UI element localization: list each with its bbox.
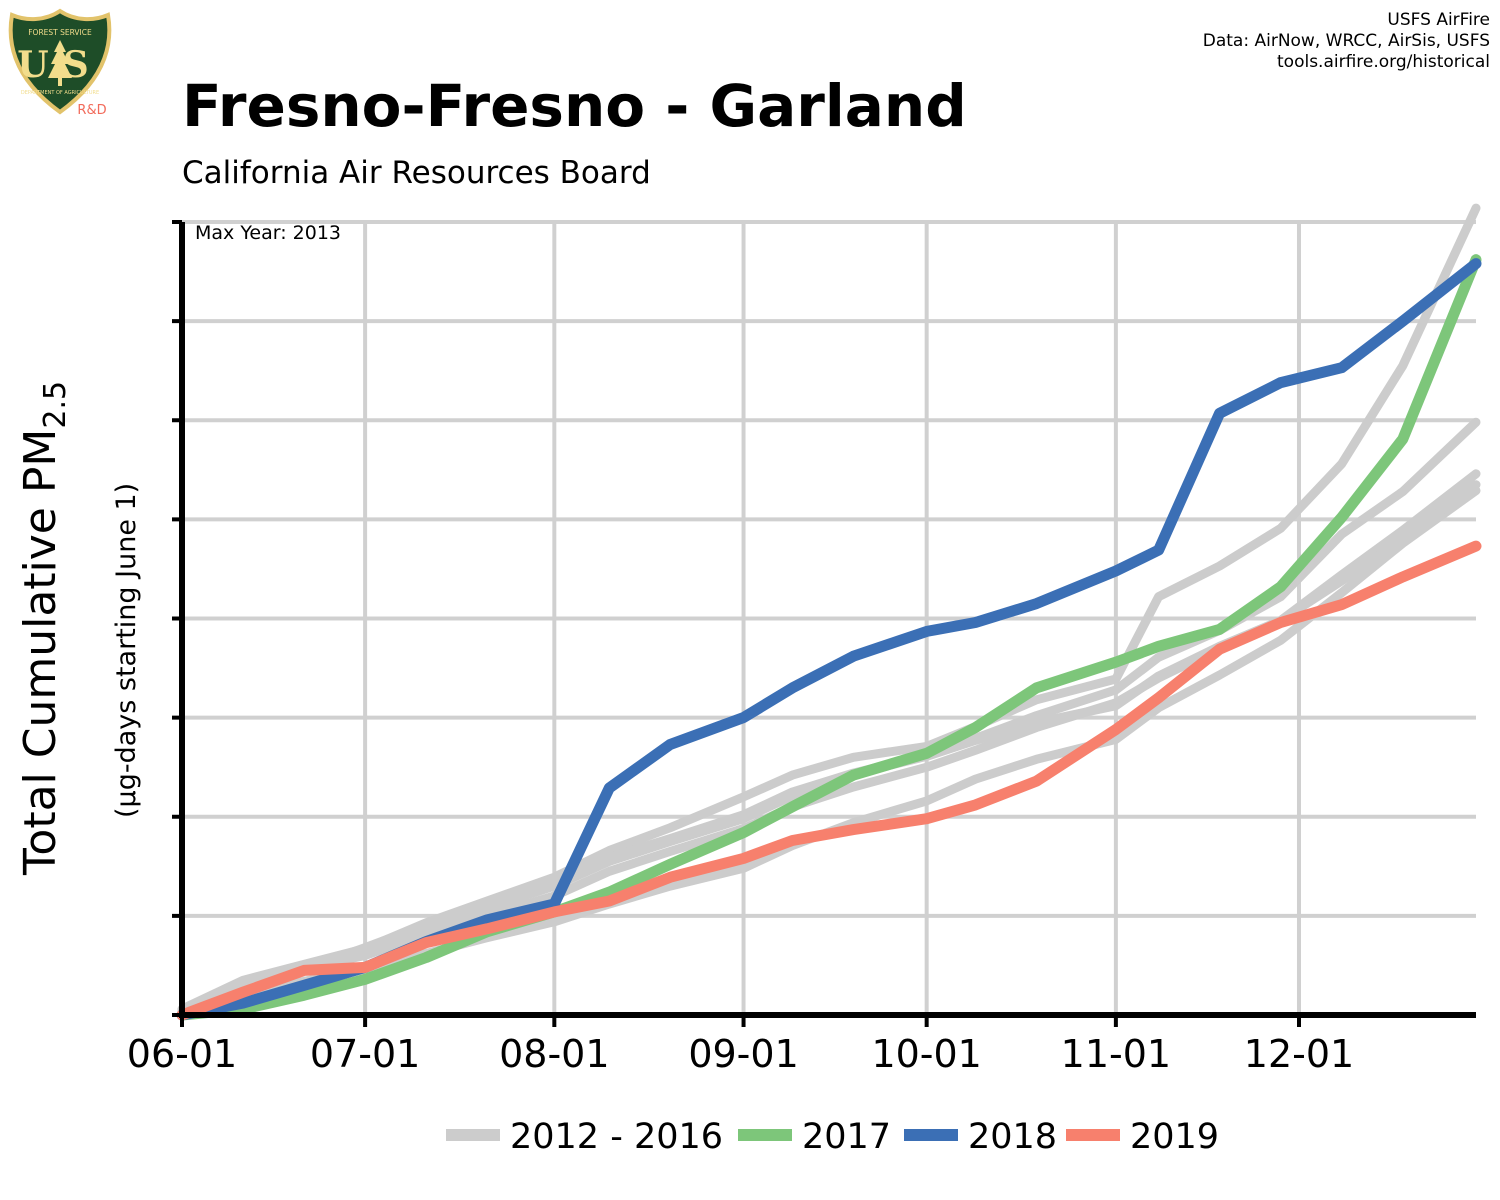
legend-label-2: 2018 (968, 1117, 1057, 1157)
x-tick-label-08-01: 08-01 (499, 1032, 609, 1076)
logo-letters: US (17, 44, 102, 86)
logo-top-text: FOREST SERVICE (28, 28, 92, 37)
y-axis-title: Total Cumulative PM2.5 (15, 381, 73, 876)
usfs-shield-logo: FOREST SERVICE US DEPARTMENT OF AGRICULT… (8, 8, 112, 118)
axes (172, 220, 1476, 1027)
data-credits: USFS AirFire Data: AirNow, WRCC, AirSis,… (1203, 10, 1490, 73)
x-tick-label-11-01: 11-01 (1061, 1032, 1171, 1076)
x-tick-label-12-01: 12-01 (1244, 1032, 1354, 1076)
credit-line-2: Data: AirNow, WRCC, AirSis, USFS (1202, 31, 1490, 51)
series-line-2012-2016-2 (177, 469, 1481, 1015)
series-layer (176, 203, 1482, 1021)
legend: 2012 - 2016 2017 2018 2019 (446, 1117, 1219, 1157)
y-axis-title-subscript: 2.5 (38, 381, 73, 429)
svg-text:Total Cumulative PM2.5: Total Cumulative PM2.5 (15, 381, 73, 876)
series-line-2012-2016-4 (177, 480, 1481, 1016)
x-tick-label-06-01: 06-01 (127, 1032, 237, 1076)
tree-icon (48, 40, 72, 86)
series-line-2012-2016-0 (177, 203, 1481, 1014)
chart-title: Fresno-Fresno - Garland (182, 72, 967, 140)
legend-label-1: 2017 (802, 1117, 891, 1157)
series-line-2012-2016-3 (177, 486, 1481, 1018)
legend-label-0: 2012 - 2016 (510, 1117, 723, 1157)
y-axis-units: (µg-days starting June 1) (111, 483, 142, 818)
x-tick-label-10-01: 10-01 (871, 1032, 981, 1076)
chart-subtitle: California Air Resources Board (182, 155, 651, 191)
x-tick-labels: 06-01 07-01 08-01 09-01 10-01 11-01 12-01 (127, 1032, 1354, 1076)
series-line-2019-7 (176, 540, 1482, 1021)
logo-rd-label: R&D (77, 103, 106, 118)
x-tick-label-09-01: 09-01 (688, 1032, 798, 1076)
logo-bottom-text: DEPARTMENT OF AGRICULTURE (21, 90, 99, 96)
x-tick-label-07-01: 07-01 (310, 1032, 420, 1076)
legend-label-3: 2019 (1130, 1117, 1219, 1157)
credit-line-1: USFS AirFire (1387, 10, 1490, 30)
credit-line-3: tools.airfire.org/historical (1277, 52, 1490, 72)
grid-lines (182, 220, 1476, 1015)
max-year-annotation: Max Year: 2013 (195, 222, 341, 244)
series-line-2017-5 (176, 254, 1482, 1021)
y-axis-title-main: Total Cumulative PM (15, 429, 66, 876)
